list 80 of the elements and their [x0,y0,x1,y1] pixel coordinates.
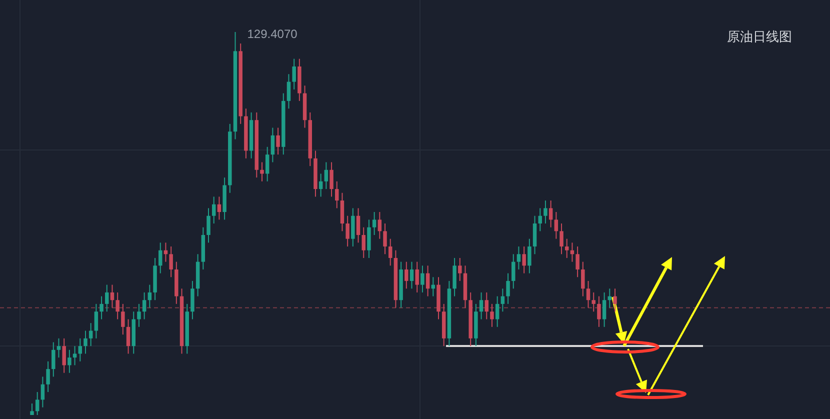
candlestick [276,127,280,156]
candlestick [78,338,82,362]
candlestick [340,192,344,232]
candlestick [169,246,173,278]
candlestick [148,284,152,308]
candlestick [84,330,88,354]
candlestick [88,322,93,347]
candlestick [458,257,462,282]
candlestick [420,265,424,293]
candlestick [528,238,532,274]
candlestick [586,280,590,308]
candlestick [46,360,50,393]
candlestick [324,162,328,190]
candlestick [270,127,275,163]
candlestick [602,292,606,328]
candlestick [415,261,419,293]
candlestick [72,346,77,366]
candlestick [286,74,291,110]
candlestick [581,261,585,297]
candlestick [116,292,120,320]
candlestick [265,146,270,182]
candlestick [560,223,564,255]
candlestick [105,284,109,312]
candlestick [388,238,392,266]
candlestick [260,162,264,182]
text: 原油日线图 [727,30,792,45]
candlestick [217,196,222,220]
candlestick [548,200,553,228]
candlestick [576,246,580,278]
candlestick [613,288,617,312]
candlestick [292,58,296,90]
candlestick [452,257,456,297]
candlestick [362,226,366,258]
candlestick [500,288,505,312]
candlestick [532,215,537,255]
candlestick [544,200,548,224]
candlestick [94,303,98,339]
candlestick [100,296,104,320]
candlestick [212,196,216,224]
candlestick [356,208,360,244]
candlestick [335,180,339,209]
candlestick [190,280,194,320]
candlestick [52,342,56,378]
candlestick [479,292,484,320]
candlestick [383,223,387,255]
candlestick [506,272,510,304]
candlestick [137,303,141,328]
candlestick [126,318,130,354]
candlestick [367,219,371,258]
candlestick [538,208,542,232]
candlestick [404,261,408,290]
candlestick [522,246,526,274]
candlestick [484,292,489,320]
candlestick [110,284,114,308]
candlestick [554,212,558,240]
candlestick [35,392,40,416]
candlestick [410,261,414,290]
candlestick [351,208,355,247]
candlestick [40,376,45,408]
candlestick [56,338,61,358]
candlestick [516,246,521,270]
candlestick [68,349,72,374]
candlestick [592,292,596,312]
candlestick [330,162,334,198]
candlestick [378,212,382,240]
candlestick [512,254,516,290]
candlestick [597,296,601,328]
candlestick [426,265,430,297]
candlestick [142,292,146,320]
candlestick [564,238,569,258]
candlestick [158,242,162,274]
candlestick [495,296,500,328]
candlestick [318,173,323,198]
candlestick [206,208,210,244]
candlestick [346,215,350,247]
candlestick [372,212,376,236]
candlestick [490,303,494,328]
candlestick [121,303,125,336]
candlestick [62,338,66,374]
annotation: 129.4070 [247,27,298,41]
